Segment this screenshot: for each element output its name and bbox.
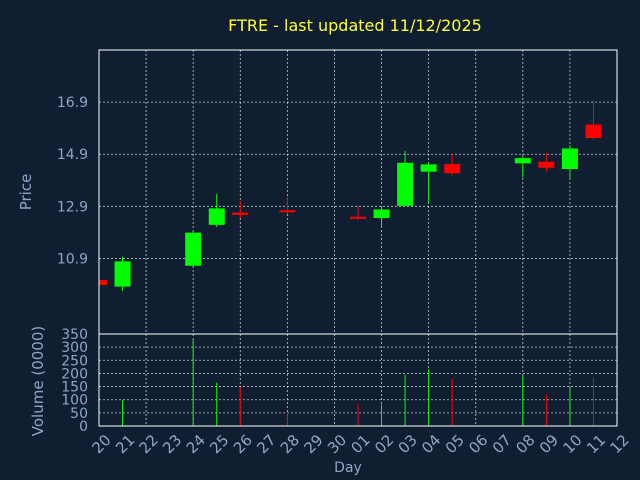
candle-body — [350, 216, 366, 219]
candles-layer — [98, 100, 602, 292]
candle-body — [561, 148, 578, 170]
volume-tick-label: 50 — [70, 406, 88, 422]
x-tick-label: 02 — [371, 431, 397, 457]
candle-body — [397, 162, 414, 206]
price-tick-label: 14.9 — [57, 147, 88, 163]
volume-panel-frame — [98, 333, 618, 427]
x-tick-label: 24 — [183, 431, 209, 457]
x-tick-label: 04 — [418, 431, 444, 457]
candle-21 — [114, 256, 131, 292]
candle-body — [514, 158, 531, 164]
candle-body — [208, 208, 225, 225]
chart-title: FTRE - last updated 11/12/2025 — [228, 16, 482, 35]
candle-02 — [373, 206, 390, 228]
x-tick-label: 10 — [559, 431, 585, 457]
candle-01 — [350, 205, 366, 221]
x-tick-label: 22 — [136, 431, 162, 457]
candle-body — [538, 161, 555, 168]
x-tick-label: 07 — [489, 431, 515, 457]
price-tick-label: 10.9 — [57, 251, 88, 267]
candle-body — [279, 210, 296, 213]
volume-bars-layer — [122, 339, 594, 426]
candle-04 — [420, 162, 437, 204]
candle-20 — [98, 280, 107, 286]
x-tick-label: 21 — [112, 431, 138, 457]
x-tick-label: 09 — [536, 431, 562, 457]
x-tick-label: 23 — [159, 431, 185, 457]
x-tick-label: 20 — [89, 431, 115, 457]
candle-24 — [185, 230, 202, 267]
x-tick-labels: 2021222324252627282930010203040506070809… — [89, 431, 633, 457]
x-tick-label: 26 — [230, 431, 256, 457]
x-tick-label: 12 — [607, 431, 633, 457]
candle-body — [373, 209, 390, 219]
volume-tick-label: 300 — [61, 340, 88, 356]
candle-body — [232, 212, 249, 215]
x-tick-label: 29 — [300, 431, 326, 457]
candle-10 — [561, 145, 578, 179]
volume-tick-label: 150 — [61, 380, 88, 396]
x-tick-label: 03 — [395, 431, 421, 457]
candle-25 — [208, 193, 225, 227]
candle-11 — [585, 100, 602, 140]
candle-body — [420, 164, 437, 172]
x-axis-label: Day — [334, 460, 362, 476]
volume-tick-label: 200 — [61, 366, 88, 382]
candle-28 — [279, 196, 296, 215]
price-grid — [99, 50, 618, 334]
volume-tick-label: 0 — [79, 419, 88, 435]
x-tick-label: 27 — [253, 431, 279, 457]
candle-body — [99, 280, 107, 286]
x-tick-label: 28 — [277, 431, 303, 457]
volume-tick-label: 250 — [61, 353, 88, 369]
candle-body — [114, 261, 131, 287]
volume-tick-label: 350 — [61, 327, 88, 343]
candle-05 — [444, 154, 461, 176]
price-panel-frame — [98, 49, 618, 335]
price-axis-label: Price — [17, 174, 35, 211]
x-tick-label: 08 — [512, 431, 538, 457]
volume-tick-label: 100 — [61, 393, 88, 409]
price-tick-label: 16.9 — [57, 95, 88, 111]
candle-26 — [232, 201, 249, 219]
candle-03 — [397, 151, 414, 206]
x-tick-label: 01 — [348, 431, 374, 457]
x-tick-label: 05 — [442, 431, 468, 457]
candle-body — [585, 124, 602, 139]
x-tick-label: 11 — [583, 431, 609, 457]
price-tick-label: 12.9 — [57, 199, 88, 215]
x-tick-label: 06 — [465, 431, 491, 457]
volume-axis-label: Volume (0000) — [29, 326, 47, 436]
x-tick-label: 30 — [324, 431, 350, 457]
candle-09 — [538, 153, 555, 172]
candle-body — [185, 232, 202, 266]
candle-body — [444, 164, 461, 174]
x-tick-label: 25 — [206, 431, 232, 457]
candle-08 — [514, 156, 531, 178]
